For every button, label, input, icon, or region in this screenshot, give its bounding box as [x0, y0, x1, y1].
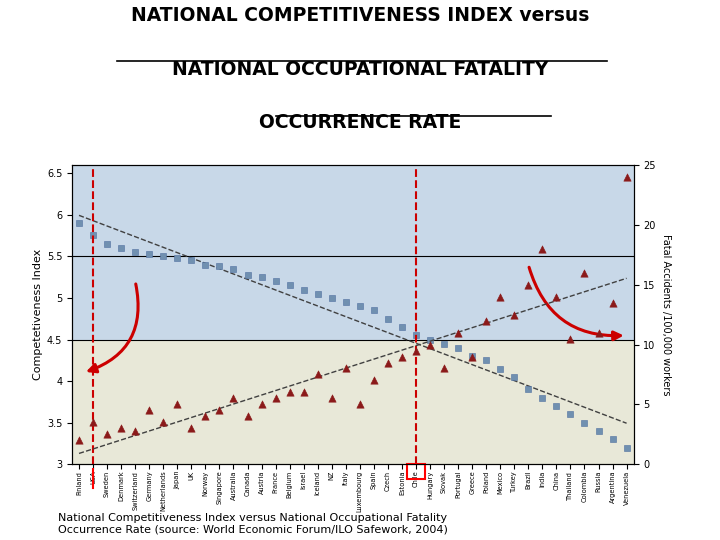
Point	[186, 256, 197, 265]
Point	[312, 289, 323, 298]
Point	[115, 244, 127, 252]
Point	[199, 260, 211, 269]
Point	[158, 252, 169, 261]
Point	[115, 424, 127, 433]
Point	[382, 358, 394, 367]
Point	[438, 339, 450, 348]
Point	[143, 249, 155, 258]
Point	[593, 328, 604, 337]
Point	[508, 373, 520, 381]
Point	[340, 298, 351, 306]
Point	[326, 394, 338, 403]
Bar	[407, 464, 425, 480]
Point	[579, 418, 590, 427]
Point	[256, 400, 267, 409]
Point	[284, 388, 295, 397]
Text: NATIONAL OCCUPATIONAL FATALITY: NATIONAL OCCUPATIONAL FATALITY	[172, 60, 548, 79]
Text: NATIONAL COMPETITIVENESS INDEX versus: NATIONAL COMPETITIVENESS INDEX versus	[131, 6, 589, 25]
Point	[368, 306, 379, 315]
Point	[354, 400, 366, 409]
Point	[242, 270, 253, 279]
Point	[438, 364, 450, 373]
Point	[551, 402, 562, 410]
Point	[467, 352, 478, 361]
Point	[312, 370, 323, 379]
Point	[480, 316, 492, 325]
Point	[73, 219, 85, 227]
Point	[340, 364, 351, 373]
FancyArrowPatch shape	[529, 267, 621, 340]
Point	[410, 331, 422, 340]
Point	[284, 281, 295, 290]
Point	[228, 394, 239, 403]
Point	[354, 302, 366, 310]
Point	[186, 424, 197, 433]
Y-axis label: Fatal Accidents /100,000 workers: Fatal Accidents /100,000 workers	[662, 234, 671, 395]
Y-axis label: Competetiveness Index: Competetiveness Index	[32, 249, 42, 380]
Point	[607, 298, 618, 307]
Point	[495, 292, 506, 301]
Point	[158, 418, 169, 427]
Point	[452, 343, 464, 352]
Point	[214, 262, 225, 271]
Point	[73, 436, 85, 445]
Point	[536, 244, 548, 253]
Point	[564, 410, 576, 419]
Point	[171, 400, 183, 409]
Point	[102, 430, 113, 438]
Point	[551, 292, 562, 301]
Point	[508, 310, 520, 319]
Point	[214, 406, 225, 415]
Point	[382, 314, 394, 323]
Point	[270, 394, 282, 403]
Point	[523, 280, 534, 289]
Point	[564, 334, 576, 343]
Point	[242, 412, 253, 421]
Point	[102, 239, 113, 248]
Point	[467, 352, 478, 361]
FancyArrowPatch shape	[89, 284, 138, 372]
Point	[621, 443, 632, 452]
Point	[87, 231, 99, 240]
Point	[130, 248, 141, 256]
Point	[298, 285, 310, 294]
Point	[621, 172, 632, 181]
Point	[495, 364, 506, 373]
Text: OCCURRENCE RATE: OCCURRENCE RATE	[259, 113, 461, 132]
Point	[424, 340, 436, 349]
Point	[424, 335, 436, 344]
Point	[368, 376, 379, 385]
Point	[130, 427, 141, 435]
Point	[579, 268, 590, 277]
Point	[480, 356, 492, 364]
Point	[143, 406, 155, 415]
Point	[270, 277, 282, 286]
Point	[523, 385, 534, 394]
Point	[326, 294, 338, 302]
Point	[199, 412, 211, 421]
Point	[452, 328, 464, 337]
Point	[593, 427, 604, 435]
Point	[87, 418, 99, 427]
Point	[228, 265, 239, 273]
Point	[171, 254, 183, 262]
Point	[396, 352, 408, 361]
Point	[607, 435, 618, 444]
Point	[410, 346, 422, 355]
Point	[536, 394, 548, 402]
Bar	[72, 131, 634, 340]
Text: National Competitiveness Index versus National Occupational Fatality
Occurrence : National Competitiveness Index versus Na…	[58, 513, 447, 535]
Point	[396, 323, 408, 332]
Point	[256, 273, 267, 281]
Point	[298, 388, 310, 397]
